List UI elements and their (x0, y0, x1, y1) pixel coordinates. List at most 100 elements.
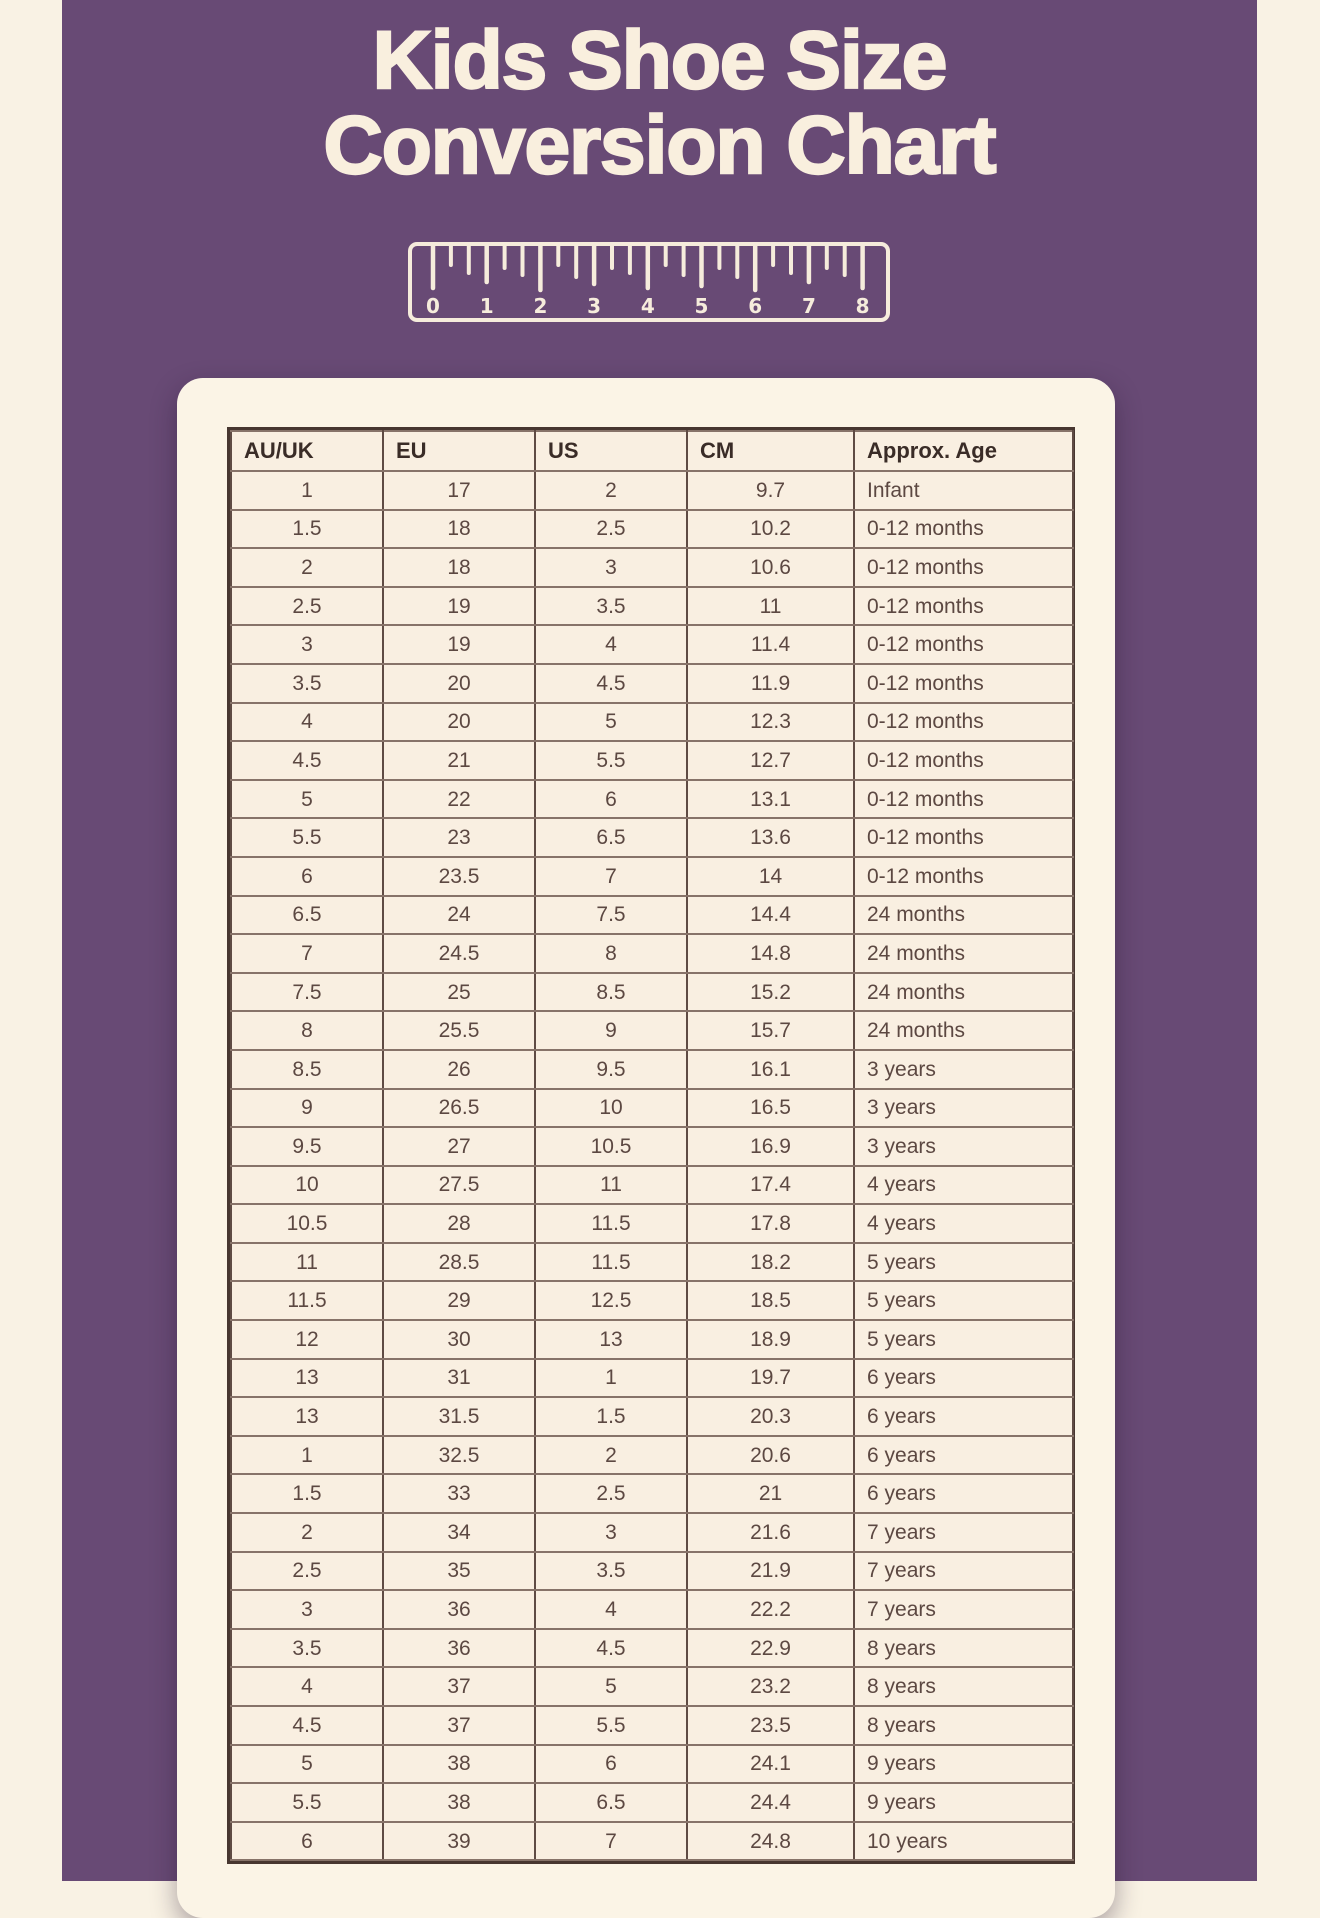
table-cell: 32.5 (382, 1434, 536, 1476)
table-cell: 10.6 (686, 547, 855, 588)
table-cell: 3 (230, 1589, 384, 1630)
table-cell: 10 (534, 1087, 688, 1129)
table-cell: 11.5 (230, 1280, 384, 1322)
table-cell: 13 (230, 1357, 384, 1399)
table-row: 13 31 1 19.7 6 years (230, 1357, 1074, 1399)
conversion-table: AU/UK EU US CM Approx. Age 1 17 2 9.7 Infant 1.5 1… (230, 430, 1074, 1862)
table-row: 7.5 25 8.5 15.2 24 months (230, 971, 1074, 1013)
table-row: 1.5 33 2.5 21 6 years (230, 1473, 1074, 1515)
table-cell: 16.9 (686, 1126, 855, 1167)
table-cell: 18 (382, 547, 536, 588)
table-cell: 6 years (853, 1396, 1074, 1437)
table-cell: 0-12 months (853, 740, 1074, 781)
table-cell: 12.5 (534, 1280, 688, 1322)
table-cell: 6 (534, 778, 688, 820)
table-cell: 22.9 (686, 1627, 855, 1669)
column-header: CM (686, 430, 855, 472)
table-cell: 7.5 (230, 971, 384, 1013)
size-chart-card: AU/UK EU US CM Approx. Age 1 17 2 9.7 Infant 1.5 1… (177, 378, 1115, 1918)
table-row: 10 27.5 11 17.4 4 years (230, 1164, 1074, 1206)
table-cell: 4.5 (230, 740, 384, 781)
table-cell: 10.5 (534, 1126, 688, 1167)
table-cell: 22.2 (686, 1589, 855, 1630)
table-row: 4.5 37 5.5 23.5 8 years (230, 1705, 1074, 1746)
table-cell: 27.5 (382, 1164, 536, 1206)
table-row: 3.5 20 4.5 11.9 0-12 months (230, 662, 1074, 704)
table-cell: 21 (382, 740, 536, 781)
table-cell: 9 (230, 1087, 384, 1129)
table-cell: 17 (382, 470, 536, 511)
table-cell: 5.5 (230, 1782, 384, 1823)
table-cell: 10 years (853, 1820, 1074, 1862)
table-row: 12 30 13 18.9 5 years (230, 1319, 1074, 1360)
table-cell: 1.5 (534, 1396, 688, 1437)
table-cell: 0-12 months (853, 508, 1074, 550)
table-cell: 24 months (853, 971, 1074, 1013)
ruler-icon: 0 1 2 3 4 5 6 7 8 (407, 241, 891, 325)
table-cell: 13 (230, 1396, 384, 1437)
table-row: 8.5 26 9.5 16.1 3 years (230, 1048, 1074, 1090)
table-cell: 5 (534, 1666, 688, 1707)
table-cell: 6 years (853, 1473, 1074, 1515)
table-cell: 10 (230, 1164, 384, 1206)
table-cell: 9 years (853, 1743, 1074, 1785)
table-cell: 7 (230, 933, 384, 974)
table-cell: 23.5 (686, 1705, 855, 1746)
table-cell: 1.5 (230, 508, 384, 550)
ruler-number: 5 (695, 294, 709, 318)
table-cell: 19 (382, 624, 536, 665)
table-cell: 17.8 (686, 1203, 855, 1244)
table-cell: 33 (382, 1473, 536, 1515)
table-cell: 0-12 months (853, 547, 1074, 588)
table-cell: 0-12 months (853, 701, 1074, 743)
table-cell: 6 years (853, 1434, 1074, 1476)
conversion-table-frame: AU/UK EU US CM Approx. Age 1 17 2 9.7 Infant 1.5 1… (227, 427, 1075, 1865)
table-cell: 7.5 (534, 894, 688, 936)
table-cell: 0-12 months (853, 817, 1074, 858)
table-cell: 5 (230, 778, 384, 820)
table-cell: 0-12 months (853, 624, 1074, 665)
table-cell: 0-12 months (853, 662, 1074, 704)
table-cell: 14.4 (686, 894, 855, 936)
table-cell: 26.5 (382, 1087, 536, 1129)
table-cell: 2 (534, 470, 688, 511)
table-cell: 9.7 (686, 470, 855, 511)
table-cell: 18 (382, 508, 536, 550)
table-cell: 10.2 (686, 508, 855, 550)
table-row: 5 38 6 24.1 9 years (230, 1743, 1074, 1785)
table-cell: 5 years (853, 1319, 1074, 1360)
table-row: 2.5 35 3.5 21.9 7 years (230, 1550, 1074, 1592)
table-body: 1 17 2 9.7 Infant 1.5 18 2.5 10.2 0-12 months 2 18 3… (230, 470, 1074, 1862)
table-row: 1 32.5 2 20.6 6 years (230, 1434, 1074, 1476)
table-cell: 4.5 (230, 1705, 384, 1746)
table-cell: 9.5 (534, 1048, 688, 1090)
table-cell: 2 (534, 1434, 688, 1476)
table-cell: 36 (382, 1589, 536, 1630)
column-header: Approx. Age (853, 430, 1074, 472)
table-cell: 5.5 (534, 740, 688, 781)
table-cell: 5 (230, 1743, 384, 1785)
table-cell: 5 (534, 701, 688, 743)
table-cell: 12 (230, 1319, 384, 1360)
table-cell: 18.5 (686, 1280, 855, 1322)
table-cell: 6 years (853, 1357, 1074, 1399)
table-cell: 11 (230, 1241, 384, 1283)
table-cell: 3.5 (230, 662, 384, 704)
table-row: 3 19 4 11.4 0-12 months (230, 624, 1074, 665)
column-header: EU (382, 430, 536, 472)
table-cell: 24.8 (686, 1820, 855, 1862)
table-cell: 24 (382, 894, 536, 936)
table-cell: 11.5 (534, 1241, 688, 1283)
ruler-number: 7 (802, 294, 816, 318)
table-cell: 4 (230, 1666, 384, 1707)
table-cell: 2 (230, 547, 384, 588)
table-cell: 3.5 (230, 1627, 384, 1669)
table-cell: 35 (382, 1550, 536, 1592)
table-cell: 18.9 (686, 1319, 855, 1360)
table-cell: 8.5 (534, 971, 688, 1013)
table-cell: 4 (230, 701, 384, 743)
ruler-number: 8 (856, 294, 870, 318)
table-row: 2 34 3 21.6 7 years (230, 1512, 1074, 1553)
table-cell: 14 (686, 855, 855, 897)
table-cell: 25 (382, 971, 536, 1013)
